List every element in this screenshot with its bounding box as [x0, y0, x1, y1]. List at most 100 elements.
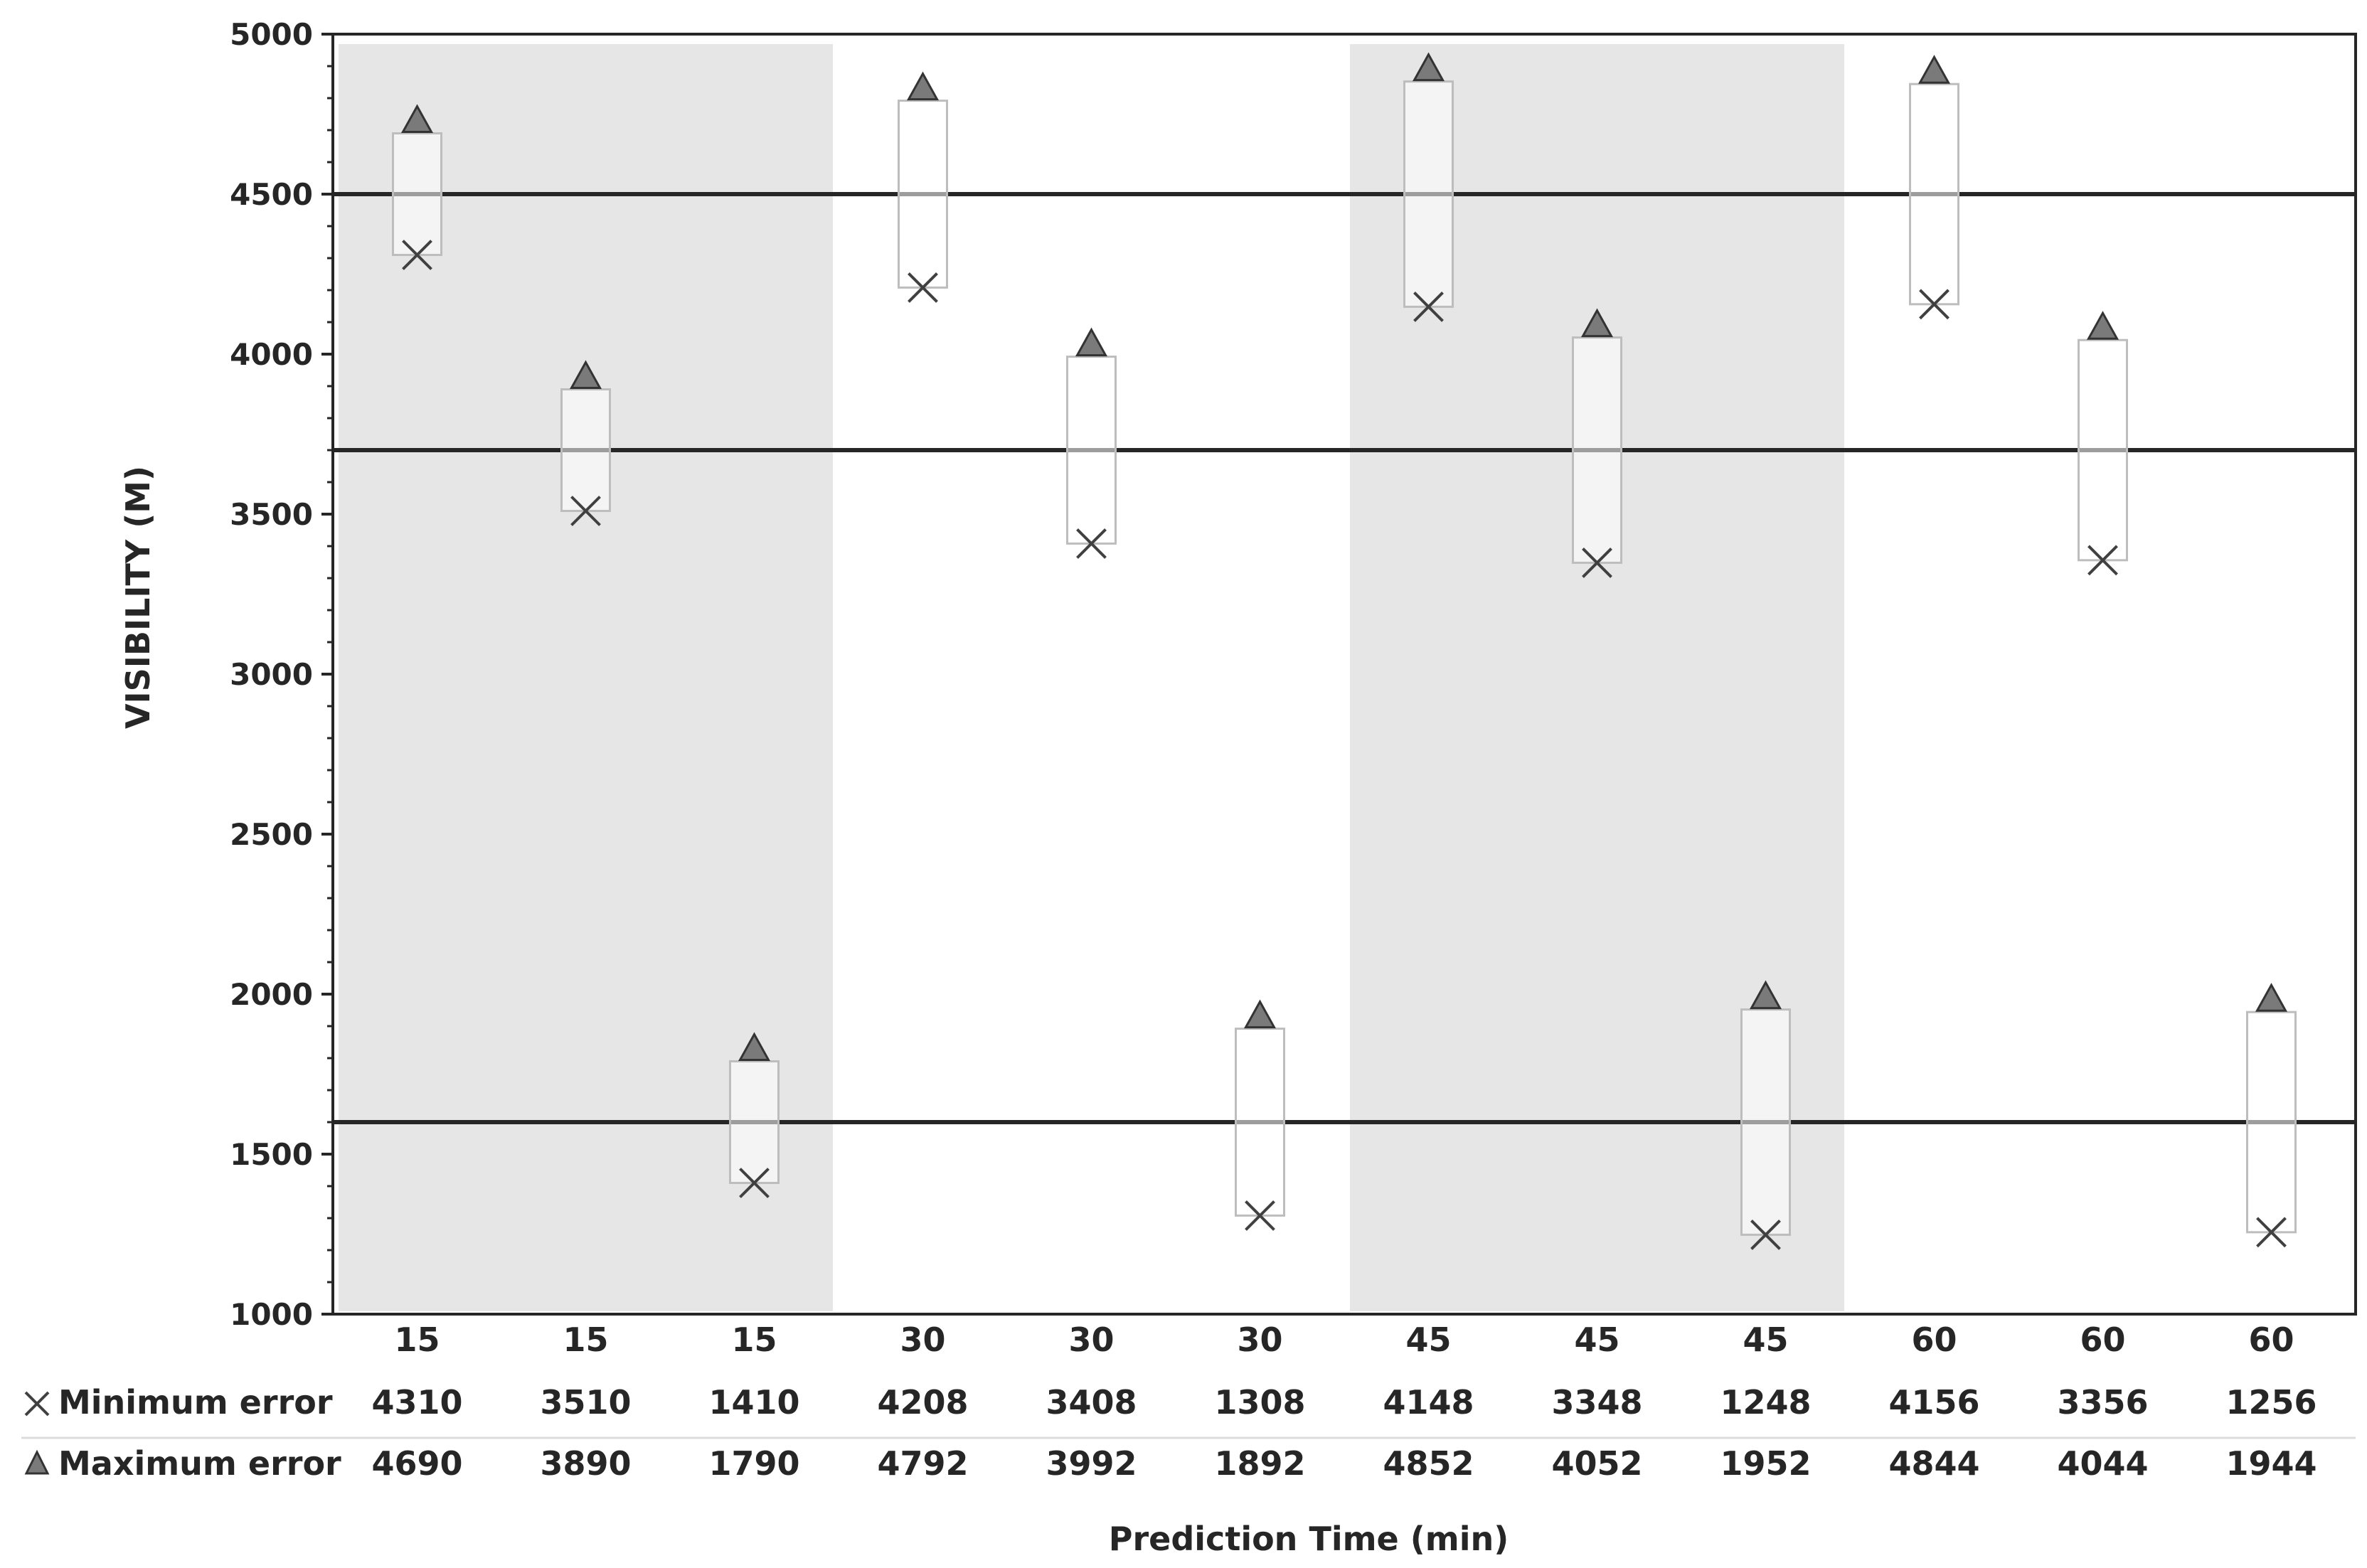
max-error-marker: [1580, 308, 1614, 338]
range-box: [1740, 1008, 1791, 1236]
min-error-marker: [570, 496, 601, 526]
max-error-marker: [738, 1032, 771, 1061]
range-box: [2078, 338, 2128, 562]
x-category-label: 45: [1405, 1321, 1451, 1359]
min-error-marker-stroke: [1750, 1219, 1781, 1250]
y-tick-label: 1500: [230, 1137, 313, 1172]
max-error-marker: [400, 104, 434, 133]
min-error-marker-stroke: [2256, 1217, 2287, 1248]
max-error-value: 3992: [1046, 1444, 1137, 1483]
range-box: [1066, 356, 1117, 545]
x-category-label: 45: [1743, 1321, 1788, 1359]
min-error-value: 4156: [1888, 1383, 1979, 1422]
max-error-marker: [1075, 327, 1108, 357]
max-error-value: 1790: [708, 1444, 799, 1483]
x-category-label: 30: [1237, 1321, 1282, 1359]
data-table: 15 4310 4690 15 3510 3890 15 1410 1790 30 4208 4792…: [21, 1321, 2356, 1483]
range-box: [729, 1060, 780, 1184]
x-category-label: 60: [2248, 1321, 2294, 1359]
max-error-marker: [1917, 55, 1951, 84]
data-markers: [400, 52, 2288, 1250]
max-error-value: 4044: [2057, 1444, 2148, 1483]
x-category-label: 30: [1068, 1321, 1114, 1359]
min-error-value: 1248: [1720, 1383, 1811, 1422]
x-category-label: 15: [731, 1321, 777, 1359]
x-category-label: 60: [2080, 1321, 2125, 1359]
min-error-value: 3510: [540, 1383, 631, 1422]
max-error-marker: [2255, 983, 2288, 1012]
range-box: [1909, 82, 1959, 306]
min-error-value: 3348: [1551, 1383, 1642, 1422]
min-error-value: 4310: [371, 1383, 462, 1422]
x-category-label: 15: [563, 1321, 608, 1359]
max-error-marker: [906, 71, 940, 101]
min-error-marker-stroke: [1413, 291, 1444, 322]
min-error-marker-stroke: [1076, 528, 1107, 559]
max-error-value: 4690: [371, 1444, 462, 1483]
range-box: [898, 100, 948, 289]
legend-x-marker-stroke: [24, 1391, 50, 1417]
min-error-marker: [1076, 528, 1107, 559]
min-error-marker: [2087, 545, 2118, 576]
min-error-marker-stroke: [1919, 289, 1950, 320]
max-error-value: 4852: [1383, 1444, 1474, 1483]
legend-max-error: Maximum error: [24, 1444, 341, 1483]
legend-min-error: Minimum error: [24, 1383, 333, 1422]
reference-lines: [333, 192, 2356, 1124]
min-error-marker-stroke: [2087, 545, 2118, 576]
range-box: [2246, 1010, 2297, 1234]
range-box: [392, 132, 442, 256]
y-tick-label: 5000: [230, 17, 313, 52]
min-error-marker: [908, 272, 938, 303]
max-error-value: 3890: [540, 1444, 631, 1483]
range-box: [560, 388, 611, 512]
y-tick-label: 1000: [230, 1297, 313, 1332]
range-box: [1235, 1028, 1285, 1217]
min-error-marker: [1919, 289, 1950, 320]
min-error-marker: [739, 1168, 770, 1198]
y-tick-label: 2000: [230, 977, 313, 1012]
max-error-value: 1944: [2225, 1444, 2317, 1483]
max-error-marker: [1749, 980, 1782, 1010]
max-error-marker: [1243, 999, 1277, 1029]
min-error-marker-stroke: [570, 496, 601, 526]
min-error-value: 4208: [877, 1383, 968, 1422]
min-error-marker: [1245, 1200, 1275, 1231]
max-error-value: 4792: [877, 1444, 968, 1483]
y-axis-title: VISIBILITY (M): [119, 466, 157, 729]
min-error-value: 1256: [2225, 1383, 2317, 1422]
x-category-label: 45: [1574, 1321, 1619, 1359]
max-error-value: 1952: [1720, 1444, 1811, 1483]
min-error-marker-stroke: [1582, 547, 1612, 578]
y-tick-label: 3500: [230, 497, 313, 532]
max-error-marker: [1412, 52, 1445, 82]
legend-max-error-label: Maximum error: [58, 1444, 341, 1483]
min-error-value: 1308: [1214, 1383, 1305, 1422]
y-tick-label: 3000: [230, 657, 313, 692]
legend-triangle-marker: [24, 1449, 50, 1475]
min-error-value: 4148: [1383, 1383, 1474, 1422]
min-error-marker: [402, 240, 432, 270]
min-error-marker: [2256, 1217, 2287, 1248]
min-error-marker-stroke: [739, 1168, 770, 1198]
range-boxes: [392, 80, 2297, 1236]
min-error-marker: [1413, 291, 1444, 322]
max-error-marker: [569, 360, 602, 389]
y-tick-label: 4500: [230, 177, 313, 212]
range-box: [1403, 80, 1454, 308]
min-error-value: 1410: [708, 1383, 799, 1422]
x-category-label: 15: [394, 1321, 440, 1359]
y-axis: 1000 1500 2000 2500 3000 3500 4000 4500 5000: [230, 17, 2357, 1332]
max-error-value: 1892: [1214, 1444, 1305, 1483]
x-axis-title: Prediction Time (min): [1109, 1520, 1509, 1558]
max-error-value: 4052: [1551, 1444, 1642, 1483]
max-error-value: 4844: [1888, 1444, 1979, 1483]
min-error-marker: [1750, 1219, 1781, 1250]
min-error-marker-stroke: [402, 240, 432, 270]
min-error-marker-stroke: [1245, 1200, 1275, 1231]
min-error-marker: [1582, 547, 1612, 578]
range-box: [1572, 336, 1622, 564]
x-category-label: 60: [1911, 1321, 1957, 1359]
